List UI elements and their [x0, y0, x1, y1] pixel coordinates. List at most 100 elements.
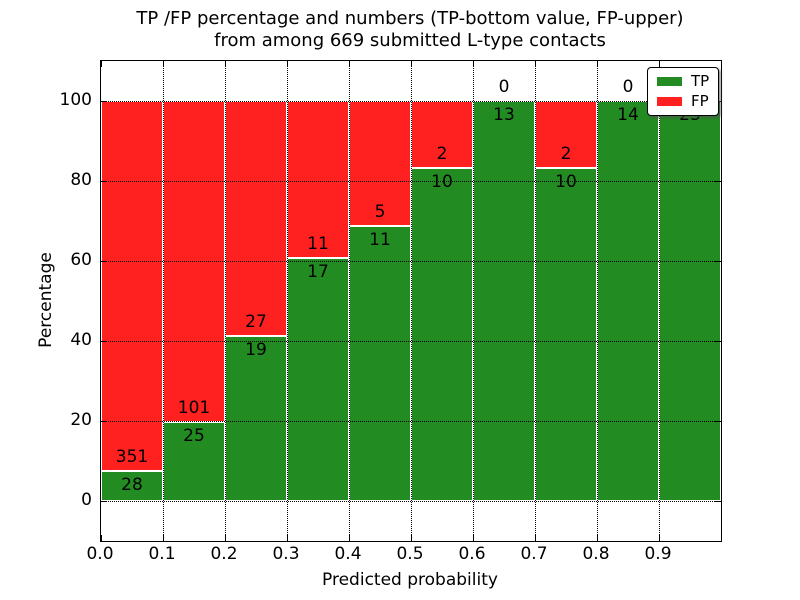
vertical-gridline	[225, 61, 226, 541]
fp-count-label: 351	[115, 447, 149, 468]
x-tick-label: 0.3	[272, 544, 300, 564]
x-tick-mark	[163, 535, 164, 541]
x-tick-mark	[225, 61, 226, 67]
x-tick-label: 0.7	[520, 544, 548, 564]
legend-label-tp: TP	[691, 72, 710, 90]
tp-bar-segment	[101, 471, 163, 501]
fp-count-label: 11	[307, 234, 329, 255]
y-tick-label: 0	[81, 490, 92, 510]
chart-title: TP /FP percentage and numbers (TP-bottom…	[100, 8, 720, 52]
tp-count-label: 11	[369, 230, 391, 250]
plot-area: TP FP 3512810125271911175112100132100140…	[100, 60, 722, 542]
tp-count-label: 13	[493, 105, 515, 125]
y-tick-label: 100	[59, 90, 92, 110]
tp-count-label: 17	[307, 262, 329, 283]
x-tick-mark	[659, 535, 660, 541]
fp-count-label: 0	[622, 77, 634, 97]
vertical-gridline	[659, 61, 660, 541]
y-tick-label: 20	[70, 410, 92, 430]
y-tick-mark	[101, 501, 107, 502]
x-axis-label: Predicted probability	[322, 570, 498, 590]
y-tick-mark	[101, 101, 107, 102]
vertical-gridline	[535, 61, 536, 541]
vertical-gridline	[163, 61, 164, 541]
fp-bar-segment	[101, 101, 163, 472]
y-tick-mark	[715, 261, 721, 262]
y-tick-mark	[101, 181, 107, 182]
tp-count-label: 10	[555, 171, 577, 192]
x-tick-mark	[535, 535, 536, 541]
fp-bar-segment	[225, 101, 287, 336]
fp-count-label: 5	[374, 202, 386, 222]
x-tick-label: 0.8	[582, 544, 610, 564]
x-tick-mark	[597, 535, 598, 541]
fp-count-label: 2	[436, 143, 448, 164]
legend-label-fp: FP	[691, 92, 709, 110]
x-tick-label: 0.1	[148, 544, 176, 564]
x-tick-label: 0.2	[210, 544, 238, 564]
tp-count-label: 10	[431, 171, 453, 192]
y-tick-mark	[101, 421, 107, 422]
x-tick-mark	[287, 61, 288, 67]
tp-bar-segment	[535, 167, 597, 501]
legend-item-fp: FP	[657, 94, 709, 109]
tp-bar-segment	[411, 167, 473, 501]
chart-title-line1: TP /FP percentage and numbers (TP-bottom…	[136, 8, 684, 29]
tp-bar-segment	[225, 335, 287, 501]
fp-color-swatch-icon	[657, 97, 682, 106]
fp-count-label: 27	[245, 311, 267, 332]
x-tick-mark	[473, 535, 474, 541]
x-tick-label: 0.9	[644, 544, 672, 564]
x-tick-mark	[473, 61, 474, 67]
x-tick-mark	[287, 535, 288, 541]
legend-item-tp: TP	[657, 74, 709, 89]
vertical-gridline	[411, 61, 412, 541]
y-tick-mark	[715, 341, 721, 342]
y-tick-label: 40	[70, 330, 92, 350]
fp-count-label: 101	[177, 397, 211, 418]
x-tick-mark	[101, 61, 102, 67]
vertical-gridline	[349, 61, 350, 541]
x-tick-mark	[163, 61, 164, 67]
x-tick-label: 0.4	[334, 544, 362, 564]
x-tick-mark	[225, 535, 226, 541]
tp-count-label: 19	[245, 339, 267, 360]
y-tick-mark	[715, 421, 721, 422]
tp-color-swatch-icon	[657, 77, 682, 86]
x-tick-label: 0.0	[86, 544, 114, 564]
y-tick-label: 80	[70, 170, 92, 190]
x-tick-mark	[535, 61, 536, 67]
y-tick-mark	[715, 501, 721, 502]
y-tick-mark	[715, 181, 721, 182]
tp-bar-segment	[597, 101, 659, 501]
vertical-gridline	[473, 61, 474, 541]
fp-count-label: 2	[560, 143, 572, 164]
x-tick-label: 0.6	[458, 544, 486, 564]
fp-bar-segment	[287, 101, 349, 259]
x-tick-mark	[411, 61, 412, 67]
legend: TP FP	[647, 67, 720, 116]
x-tick-label: 0.5	[396, 544, 424, 564]
vertical-gridline	[287, 61, 288, 541]
y-tick-mark	[101, 261, 107, 262]
tp-bar-segment	[349, 226, 411, 501]
tp-bar-segment	[163, 421, 225, 501]
y-tick-mark	[101, 341, 107, 342]
x-tick-mark	[101, 535, 102, 541]
tp-count-label: 14	[617, 105, 639, 125]
x-tick-mark	[597, 61, 598, 67]
x-tick-mark	[349, 61, 350, 67]
vertical-gridline	[597, 61, 598, 541]
tp-bar-segment	[287, 258, 349, 501]
tp-bar-segment	[659, 101, 721, 501]
chart-title-line2: from among 669 submitted L-type contacts	[214, 30, 606, 51]
fp-count-label: 0	[498, 77, 510, 97]
tp-bar-segment	[473, 101, 535, 501]
x-tick-mark	[659, 61, 660, 67]
tp-count-label: 28	[121, 475, 143, 496]
y-tick-label: 60	[70, 250, 92, 270]
x-tick-mark	[411, 535, 412, 541]
x-tick-mark	[349, 535, 350, 541]
tp-count-label: 25	[183, 425, 205, 446]
